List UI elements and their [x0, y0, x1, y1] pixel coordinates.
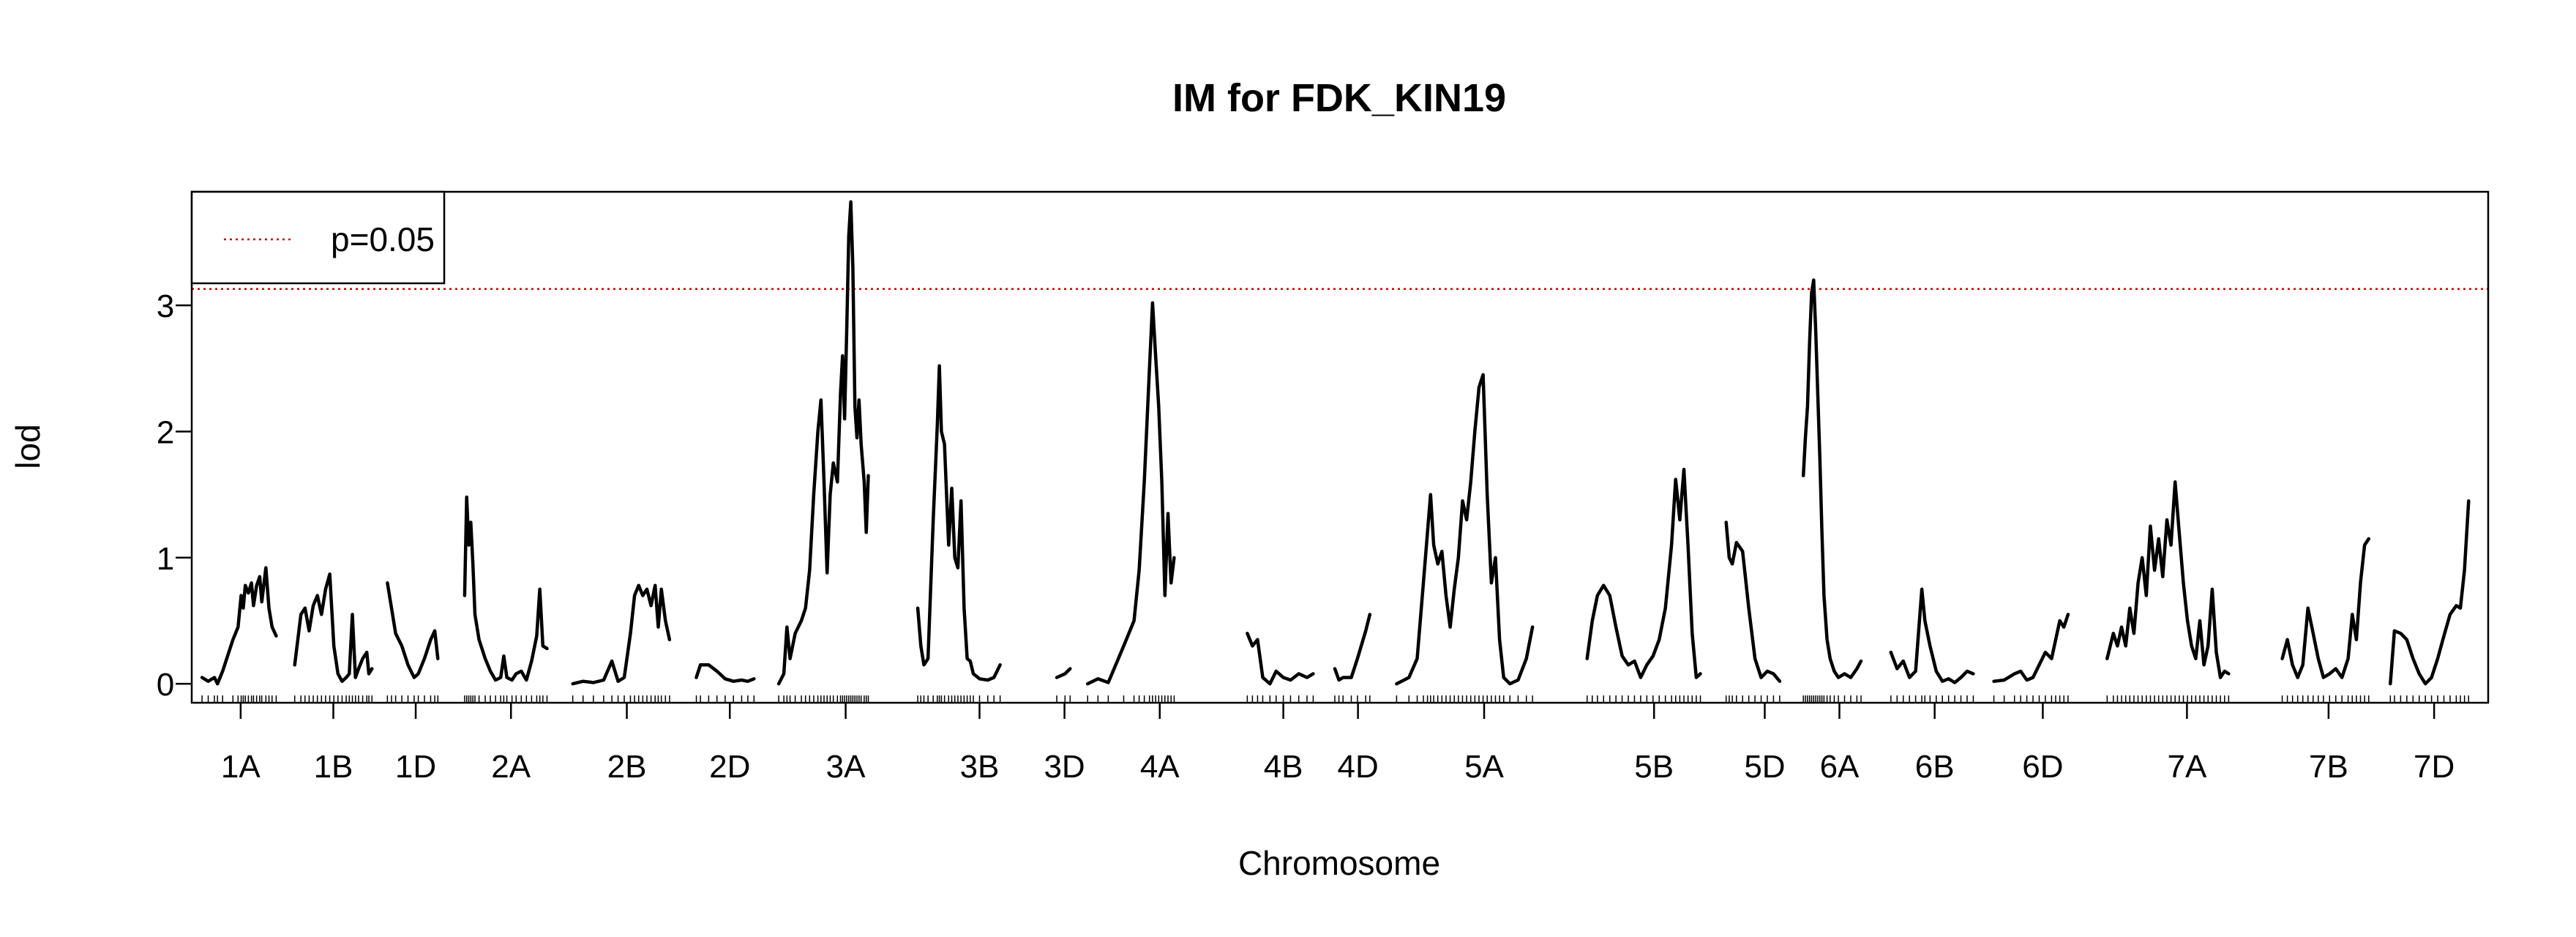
lod-curve-3d: [1055, 667, 1072, 679]
y-tick-label: 0: [157, 667, 174, 703]
lod-curve-7d: [2389, 499, 2471, 686]
lod-curve-7b: [2280, 537, 2371, 679]
lod-curve-5d: [1724, 520, 1782, 683]
lod-series: [200, 200, 2471, 686]
x-axis: 1A 1B 1D 2A 2B 2D 3A 3B 3D 4A 4B 4D 5A 5B 5D 6A 6B 6D 7A 7B…: [221, 703, 2455, 785]
y-axis: 0 1 2 3: [157, 288, 192, 703]
x-tick-label: 5A: [1464, 749, 1504, 785]
chart-title: IM for FDK_KIN19: [1172, 76, 1506, 120]
legend-label-p005: p=0.05: [331, 220, 435, 258]
x-tick-label: 3D: [1044, 749, 1085, 785]
x-tick-label: 2A: [491, 749, 531, 785]
lod-curve-5a: [1395, 373, 1535, 686]
x-tick-label: 3B: [960, 749, 1000, 785]
lod-curve-2a: [463, 495, 549, 682]
x-tick-label: 5D: [1744, 749, 1785, 785]
legend-box: [190, 190, 446, 285]
x-tick-label: 1B: [314, 749, 353, 785]
x-tick-label: 7A: [2167, 749, 2206, 785]
x-tick-label: 6A: [1820, 749, 1860, 785]
x-tick-label: 7D: [2414, 749, 2455, 785]
lod-curve-2d: [694, 663, 756, 683]
x-tick-label: 2D: [709, 749, 750, 785]
x-tick-label: 4B: [1264, 749, 1303, 785]
x-tick-label: 1A: [221, 749, 261, 785]
lod-curve-7a: [2105, 480, 2231, 679]
lod-curve-1b: [293, 572, 374, 683]
marker-rug: [201, 695, 2470, 703]
lod-curve-6d: [1992, 613, 2070, 683]
x-tick-label: 6D: [2022, 749, 2063, 785]
y-axis-label: lod: [9, 424, 47, 468]
lod-curve-4d: [1333, 613, 1372, 682]
x-tick-label: 5B: [1634, 749, 1674, 785]
lod-curve-4a: [1085, 301, 1176, 686]
lod-curve-6a: [1801, 278, 1863, 679]
x-tick-label: 3A: [826, 749, 866, 785]
lod-curve-2b: [571, 583, 672, 686]
x-axis-label: Chromosome: [1238, 844, 1440, 882]
x-tick-label: 2B: [607, 749, 647, 785]
x-tick-label: 6B: [1915, 749, 1955, 785]
lod-curve-6b: [1889, 587, 1975, 684]
x-tick-label: 1D: [395, 749, 436, 785]
lod-curve-3b: [916, 364, 1002, 682]
y-tick-label: 1: [157, 541, 174, 577]
y-tick-label: 3: [157, 288, 174, 324]
x-tick-label: 7B: [2309, 749, 2348, 785]
legend: p=0.05: [190, 190, 446, 285]
plot-frame: [190, 190, 2490, 704]
lod-curve-1a: [200, 566, 278, 686]
x-tick-label: 4A: [1140, 749, 1180, 785]
y-tick-label: 2: [157, 414, 174, 450]
lod-curve-1d: [386, 581, 440, 679]
x-tick-label: 4D: [1338, 749, 1379, 785]
lod-curve-3a: [776, 200, 870, 686]
lod-curve-5b: [1585, 467, 1702, 679]
lod-curve-4b: [1246, 631, 1315, 686]
